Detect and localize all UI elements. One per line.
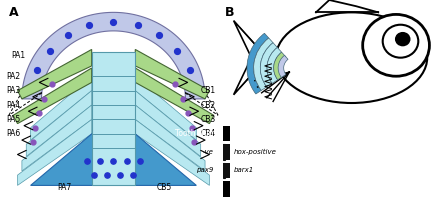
Bar (217, 181, 225, 197)
Text: A: A (9, 6, 18, 19)
Bar (222, 126, 225, 141)
Polygon shape (135, 105, 205, 171)
Bar (217, 163, 225, 178)
Text: pax9: pax9 (196, 167, 214, 173)
Polygon shape (234, 21, 267, 95)
Text: PA7: PA7 (57, 183, 71, 192)
Text: CB5: CB5 (157, 183, 172, 192)
Bar (217, 144, 225, 160)
Text: PA5: PA5 (7, 115, 21, 124)
Text: B: B (225, 6, 234, 19)
Polygon shape (13, 68, 92, 124)
Polygon shape (135, 91, 201, 157)
Polygon shape (135, 119, 210, 185)
Wedge shape (247, 33, 269, 94)
Polygon shape (17, 119, 92, 185)
Bar (222, 163, 225, 178)
Text: PA4: PA4 (7, 101, 21, 110)
Polygon shape (26, 91, 92, 157)
Polygon shape (22, 105, 92, 171)
Polygon shape (135, 49, 210, 99)
Text: CB2: CB2 (201, 101, 216, 110)
Bar (217, 126, 225, 141)
Text: hox-positive: hox-positive (234, 149, 276, 155)
Polygon shape (31, 134, 196, 185)
Wedge shape (278, 55, 288, 77)
Circle shape (395, 32, 411, 46)
Text: barx1: barx1 (234, 167, 254, 173)
Wedge shape (254, 38, 273, 90)
Polygon shape (135, 76, 196, 140)
Text: CB4: CB4 (201, 129, 216, 138)
Bar (222, 181, 225, 197)
Polygon shape (135, 68, 214, 124)
Ellipse shape (276, 12, 427, 103)
Polygon shape (17, 49, 92, 99)
Text: -ve: -ve (203, 149, 214, 155)
Circle shape (363, 14, 429, 76)
Bar (222, 181, 231, 197)
Text: CB3: CB3 (201, 115, 216, 124)
Circle shape (383, 25, 418, 58)
Text: CB1: CB1 (201, 86, 216, 95)
Wedge shape (267, 47, 282, 83)
Wedge shape (274, 52, 286, 80)
Wedge shape (260, 43, 277, 87)
Bar (222, 144, 231, 160)
Text: Tooth Number Regulation: Tooth Number Regulation (175, 129, 272, 138)
Text: PA3: PA3 (7, 86, 21, 95)
Bar (222, 144, 225, 160)
Bar (222, 126, 231, 141)
Text: PA2: PA2 (7, 72, 21, 81)
Text: PA1: PA1 (11, 51, 25, 60)
Bar (222, 163, 231, 178)
Polygon shape (22, 12, 205, 99)
Polygon shape (31, 76, 92, 140)
Text: eda / edar: eda / edar (206, 186, 242, 192)
Polygon shape (92, 52, 135, 185)
Text: PA6: PA6 (7, 129, 21, 138)
